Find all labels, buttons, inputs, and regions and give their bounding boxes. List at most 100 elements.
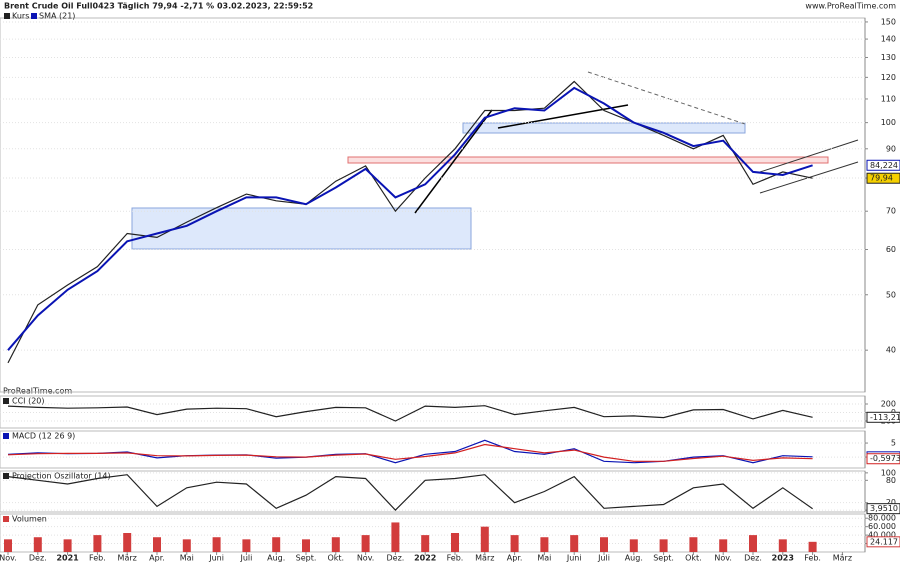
x-tick-label: 2021: [56, 554, 79, 563]
bar: [451, 533, 459, 552]
last-value-label: -113,21: [870, 413, 900, 422]
source: www.ProRealTime.com: [805, 2, 896, 11]
legend-label: SMA (21): [39, 12, 75, 21]
x-tick-label: Dez.: [29, 554, 47, 563]
bar: [570, 535, 579, 552]
x-tick-label: Apr.: [507, 554, 523, 563]
last-value-box: [866, 159, 900, 171]
x-tick-label: Okt.: [685, 554, 702, 563]
bar: [33, 537, 42, 552]
y-tick-label: 90: [886, 144, 896, 153]
x-tick-label: Sept.: [653, 554, 674, 563]
legend-swatch: [31, 13, 37, 19]
bar: [778, 539, 787, 552]
last-value-box: [866, 536, 900, 548]
bar: [182, 539, 191, 552]
bar: [93, 535, 102, 552]
x-tick-label: Aug.: [267, 554, 285, 563]
x-tick-label: März: [475, 554, 494, 563]
bar: [153, 537, 161, 552]
bar: [391, 522, 400, 552]
last-value-label: 84,224: [870, 161, 898, 170]
last-value-label: 79,94: [870, 174, 893, 183]
bar: [749, 535, 757, 552]
bar: [480, 526, 489, 552]
y-tick-label: 60.000: [868, 522, 896, 531]
legend-swatch: [4, 13, 10, 19]
x-tick-label: Feb.: [89, 554, 106, 563]
x-tick-label: Dez.: [386, 554, 404, 563]
last-value-label: 24.117: [870, 537, 898, 546]
last-value-label: -0,5973: [870, 454, 900, 463]
trend-line: [414, 109, 493, 214]
y-tick-label: 60: [886, 245, 896, 254]
x-tick-label: Juni: [566, 554, 582, 563]
series-line: [7, 443, 813, 462]
bar: [421, 535, 430, 552]
bar: [331, 537, 340, 552]
bar: [123, 533, 132, 552]
x-tick-label: Apr.: [149, 554, 165, 563]
x-tick-label: Nov.: [0, 554, 17, 563]
x-tick-label: Sept.: [296, 554, 317, 563]
x-tick-label: Feb.: [804, 554, 821, 563]
bar: [212, 537, 221, 552]
x-tick-label: Aug.: [625, 554, 643, 563]
y-tick-label: 200: [881, 399, 896, 408]
panel-title: Volumen: [12, 515, 47, 524]
channel-line: [759, 139, 859, 173]
y-tick-label: 100: [881, 118, 896, 127]
trend-line: [497, 104, 629, 129]
series-line: [7, 80, 813, 364]
series-line: [7, 86, 813, 351]
y-tick-label: 20: [886, 498, 896, 507]
x-tick-label: Feb.: [447, 554, 464, 563]
bar: [629, 539, 638, 552]
legend-swatch: [3, 398, 9, 404]
x-tick-label: Juli: [597, 554, 610, 563]
bar: [302, 539, 310, 552]
y-tick-label: 80.000: [868, 514, 896, 523]
y-tick-label: 110: [881, 94, 896, 103]
bar: [4, 539, 12, 552]
y-tick-label: 40.000: [868, 531, 896, 540]
x-tick-label: Dez.: [744, 554, 762, 563]
bar: [63, 539, 72, 552]
x-tick-label: Okt.: [327, 554, 344, 563]
bar: [600, 537, 608, 552]
bar: [719, 539, 728, 552]
bar: [689, 537, 698, 552]
legend-swatch: [3, 433, 9, 439]
panel-title: Projection Oszillator (14): [12, 472, 111, 481]
zone-box: [347, 156, 829, 164]
x-tick-label: Mai: [537, 554, 551, 563]
x-tick-label: Juni: [208, 554, 224, 563]
legend-swatch: [3, 516, 9, 522]
last-value-box: [866, 172, 900, 184]
bar: [361, 535, 370, 552]
series-line: [7, 474, 813, 511]
panel-title: CCI (20): [12, 397, 45, 406]
y-tick-label: 150: [881, 17, 896, 26]
legend-swatch: [3, 473, 9, 479]
y-tick-label: 100: [881, 468, 896, 477]
x-tick-label: Juli: [239, 554, 252, 563]
last-value-box: [866, 453, 900, 465]
y-tick-label: 130: [881, 53, 896, 62]
y-tick-label: 5: [891, 439, 896, 448]
zone-box: [131, 207, 472, 250]
bar: [540, 537, 549, 552]
x-tick-label: 2022: [414, 554, 436, 563]
x-tick-label: März: [833, 554, 852, 563]
y-tick-label: 50: [886, 290, 896, 299]
watermark: ProRealTime.com: [3, 387, 72, 396]
bar: [808, 541, 817, 552]
y-tick-label: 80: [886, 476, 896, 485]
x-tick-label: Nov.: [357, 554, 375, 563]
last-value-box: [866, 503, 900, 515]
zone-box: [462, 122, 746, 134]
x-tick-label: Nov.: [714, 554, 732, 563]
bar: [272, 537, 281, 552]
